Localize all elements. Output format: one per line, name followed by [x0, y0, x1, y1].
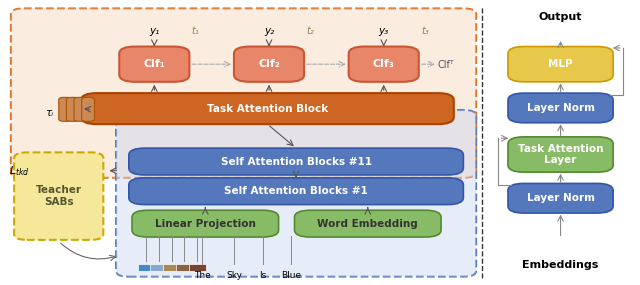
Text: Teacher
SABs: Teacher SABs	[36, 185, 82, 207]
Text: Task Attention
Layer: Task Attention Layer	[518, 144, 604, 165]
Text: t₁: t₁	[192, 26, 200, 36]
Text: Layer Norm: Layer Norm	[527, 103, 595, 113]
Text: Sky: Sky	[226, 271, 242, 280]
Text: Is: Is	[259, 271, 266, 280]
FancyBboxPatch shape	[508, 93, 613, 123]
FancyBboxPatch shape	[150, 264, 168, 271]
FancyBboxPatch shape	[508, 46, 613, 82]
FancyBboxPatch shape	[294, 210, 441, 237]
Text: t₃: t₃	[421, 26, 429, 36]
Text: Self Attention Blocks #11: Self Attention Blocks #11	[221, 156, 372, 166]
FancyBboxPatch shape	[234, 46, 304, 82]
FancyBboxPatch shape	[11, 9, 476, 178]
FancyBboxPatch shape	[82, 97, 95, 121]
Text: Word Embedding: Word Embedding	[317, 219, 418, 229]
Text: τᵢ: τᵢ	[45, 108, 53, 118]
Text: $L_{tkd}$: $L_{tkd}$	[9, 164, 29, 178]
Text: Self Attention Blocks #1: Self Attention Blocks #1	[224, 186, 368, 196]
Text: y₃: y₃	[379, 26, 389, 36]
Text: Layer Norm: Layer Norm	[527, 193, 595, 203]
FancyBboxPatch shape	[176, 264, 193, 271]
FancyBboxPatch shape	[14, 152, 103, 240]
FancyBboxPatch shape	[163, 264, 180, 271]
Text: Clf₁: Clf₁	[143, 59, 165, 69]
Text: y₂: y₂	[264, 26, 274, 36]
FancyBboxPatch shape	[129, 148, 463, 175]
Text: Clfᵀ: Clfᵀ	[438, 60, 454, 70]
FancyBboxPatch shape	[119, 46, 189, 82]
Text: Task Attention Block: Task Attention Block	[207, 104, 328, 114]
Text: Output: Output	[538, 12, 582, 22]
Text: Clf₂: Clf₂	[258, 59, 280, 69]
FancyBboxPatch shape	[508, 137, 613, 172]
Text: Linear Projection: Linear Projection	[155, 219, 256, 229]
FancyBboxPatch shape	[349, 46, 419, 82]
Text: Embeddings: Embeddings	[522, 260, 598, 270]
Text: Blue: Blue	[281, 271, 301, 280]
Text: y₁: y₁	[149, 26, 159, 36]
FancyBboxPatch shape	[129, 178, 463, 205]
Text: t₂: t₂	[307, 26, 314, 36]
FancyBboxPatch shape	[81, 93, 454, 124]
Text: MLP: MLP	[548, 59, 573, 69]
Text: Clf₃: Clf₃	[373, 59, 395, 69]
FancyBboxPatch shape	[59, 97, 72, 121]
FancyBboxPatch shape	[138, 264, 155, 271]
Text: The: The	[194, 271, 211, 280]
FancyBboxPatch shape	[132, 210, 278, 237]
FancyBboxPatch shape	[508, 184, 613, 213]
FancyBboxPatch shape	[74, 97, 87, 121]
FancyBboxPatch shape	[189, 264, 206, 271]
FancyBboxPatch shape	[67, 97, 79, 121]
FancyBboxPatch shape	[116, 110, 476, 276]
